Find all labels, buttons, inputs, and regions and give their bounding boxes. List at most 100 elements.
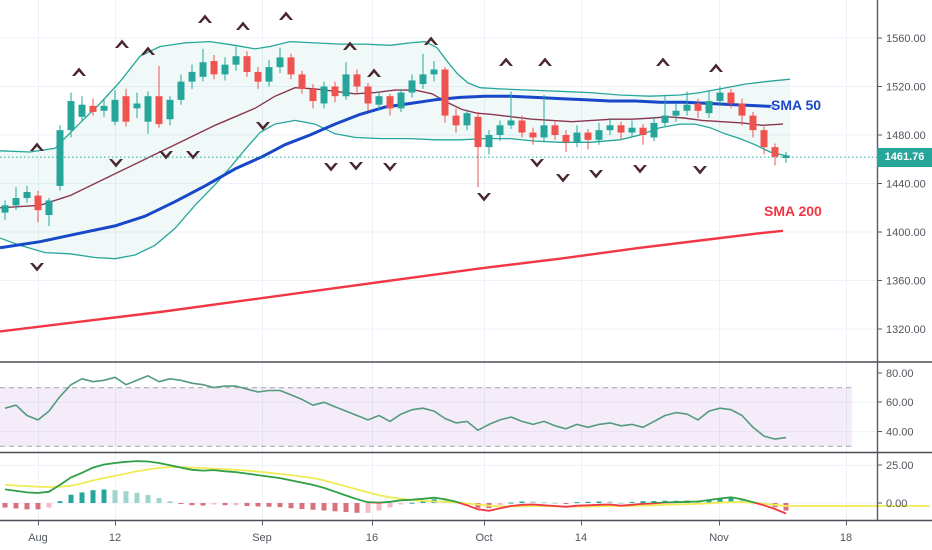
- candle-body: [584, 132, 592, 140]
- price-axis-label: 25.00: [886, 460, 914, 472]
- candle-body: [430, 69, 438, 75]
- price-axis-label: 1560.00: [886, 33, 926, 45]
- fractal-up-icon: [198, 14, 212, 23]
- candle-body: [309, 88, 317, 102]
- price-axis-label: 1360.00: [886, 276, 926, 288]
- candle-body: [386, 96, 394, 109]
- candle-body: [672, 110, 680, 116]
- candle-body: [419, 74, 427, 85]
- fractal-arrows: [30, 11, 723, 272]
- macd-histogram-bar: [134, 492, 140, 503]
- macd-histogram-bar: [574, 502, 580, 504]
- price-axis-label: 1520.00: [886, 82, 926, 94]
- candle-body: [122, 96, 130, 122]
- price-axis-label: 80.00: [886, 368, 914, 380]
- candle-body: [56, 130, 64, 186]
- candle-body: [452, 115, 460, 126]
- macd-histogram-bar: [387, 503, 393, 508]
- macd-histogram-bar: [563, 503, 569, 504]
- macd-histogram-bar: [266, 503, 272, 507]
- candle-body: [111, 99, 119, 122]
- macd-histogram-bar: [13, 503, 19, 509]
- fractal-down-icon: [383, 163, 397, 172]
- macd-histogram-bar: [618, 502, 624, 504]
- macd-histogram-bar: [189, 503, 195, 506]
- macd-histogram-bar: [277, 503, 283, 508]
- fractal-down-icon: [693, 166, 707, 175]
- fractal-down-icon: [633, 165, 647, 174]
- candle-body: [1, 205, 9, 213]
- macd-histogram-bar: [46, 503, 52, 508]
- candle-body: [89, 105, 97, 112]
- macd-histogram-bar: [409, 502, 415, 504]
- candle-body: [496, 125, 504, 135]
- price-axis[interactable]: 1560.00 1520.00 1480.00 1440.00 1400.00 1360.…: [877, 33, 926, 510]
- macd-histogram-bar: [497, 503, 503, 505]
- time-axis-label: 16: [366, 532, 378, 544]
- price-axis-label: 40.00: [886, 427, 914, 439]
- candle-body: [716, 92, 724, 102]
- macd-histogram-bar: [2, 503, 8, 508]
- fractal-down-icon: [589, 170, 603, 179]
- macd-histogram-bar: [178, 503, 184, 504]
- time-axis-label: Oct: [475, 532, 492, 544]
- candle-body: [298, 74, 306, 89]
- macd-histogram-bar: [728, 498, 734, 503]
- candle-body: [507, 120, 515, 126]
- macd-histogram-bar: [640, 501, 646, 503]
- price-axis-label: 60.00: [886, 397, 914, 409]
- macd-histogram-bar: [354, 503, 360, 513]
- candle-body: [78, 104, 86, 117]
- candle-body: [375, 96, 383, 105]
- macd-histogram-bar: [222, 503, 228, 506]
- candle-body: [67, 101, 75, 131]
- macd-histogram-bar: [244, 503, 250, 507]
- candle-body: [485, 135, 493, 148]
- macd-histogram-bar: [167, 501, 173, 503]
- sma50-line: [0, 94, 788, 250]
- candle-body: [155, 96, 163, 125]
- bollinger-lower-line: [0, 119, 791, 260]
- candle-body: [771, 147, 779, 157]
- macd-histogram-bar: [57, 501, 63, 503]
- candle-body: [287, 57, 295, 75]
- macd-histogram-bar: [112, 490, 118, 503]
- macd-histogram-bar: [596, 501, 602, 503]
- bollinger-fill: [0, 41, 790, 259]
- candle-body: [188, 71, 196, 82]
- fractal-down-icon: [159, 151, 173, 160]
- candle-body: [166, 99, 174, 120]
- macd-histogram-bar: [651, 501, 657, 503]
- candle-body: [408, 80, 416, 93]
- candle-body: [243, 56, 251, 72]
- macd-histogram-bar: [420, 500, 426, 503]
- fractal-up-icon: [709, 63, 723, 72]
- candle-body: [749, 115, 757, 131]
- time-axis[interactable]: Aug 12 Sep 16 Oct 14 Nov 18: [28, 520, 852, 545]
- fractal-up-icon: [499, 57, 513, 66]
- macd-histogram-bar: [552, 502, 558, 504]
- macd-signal-line: [4, 466, 930, 508]
- candle-body: [782, 155, 790, 159]
- fractal-up-icon: [343, 41, 357, 50]
- macd-histogram-bar: [332, 503, 338, 512]
- macd-histogram-bar: [233, 503, 239, 506]
- candle-body: [628, 127, 636, 133]
- candle-body: [551, 125, 559, 135]
- macd-histogram-bar: [299, 503, 305, 510]
- macd-histogram-bar: [717, 498, 723, 503]
- macd-histogram-bar: [79, 492, 85, 503]
- candle-body: [232, 56, 240, 65]
- macd-histogram-bar: [585, 501, 591, 503]
- fractal-down-icon: [256, 122, 270, 131]
- candle-body: [133, 103, 141, 109]
- candle-body: [331, 86, 339, 97]
- price-axis-label: 1400.00: [886, 227, 926, 239]
- macd-histogram-bar: [145, 495, 151, 503]
- candle-body: [595, 130, 603, 140]
- fractal-up-icon: [656, 57, 670, 66]
- time-axis-label: 18: [840, 532, 852, 544]
- macd-histogram-bar: [343, 503, 349, 513]
